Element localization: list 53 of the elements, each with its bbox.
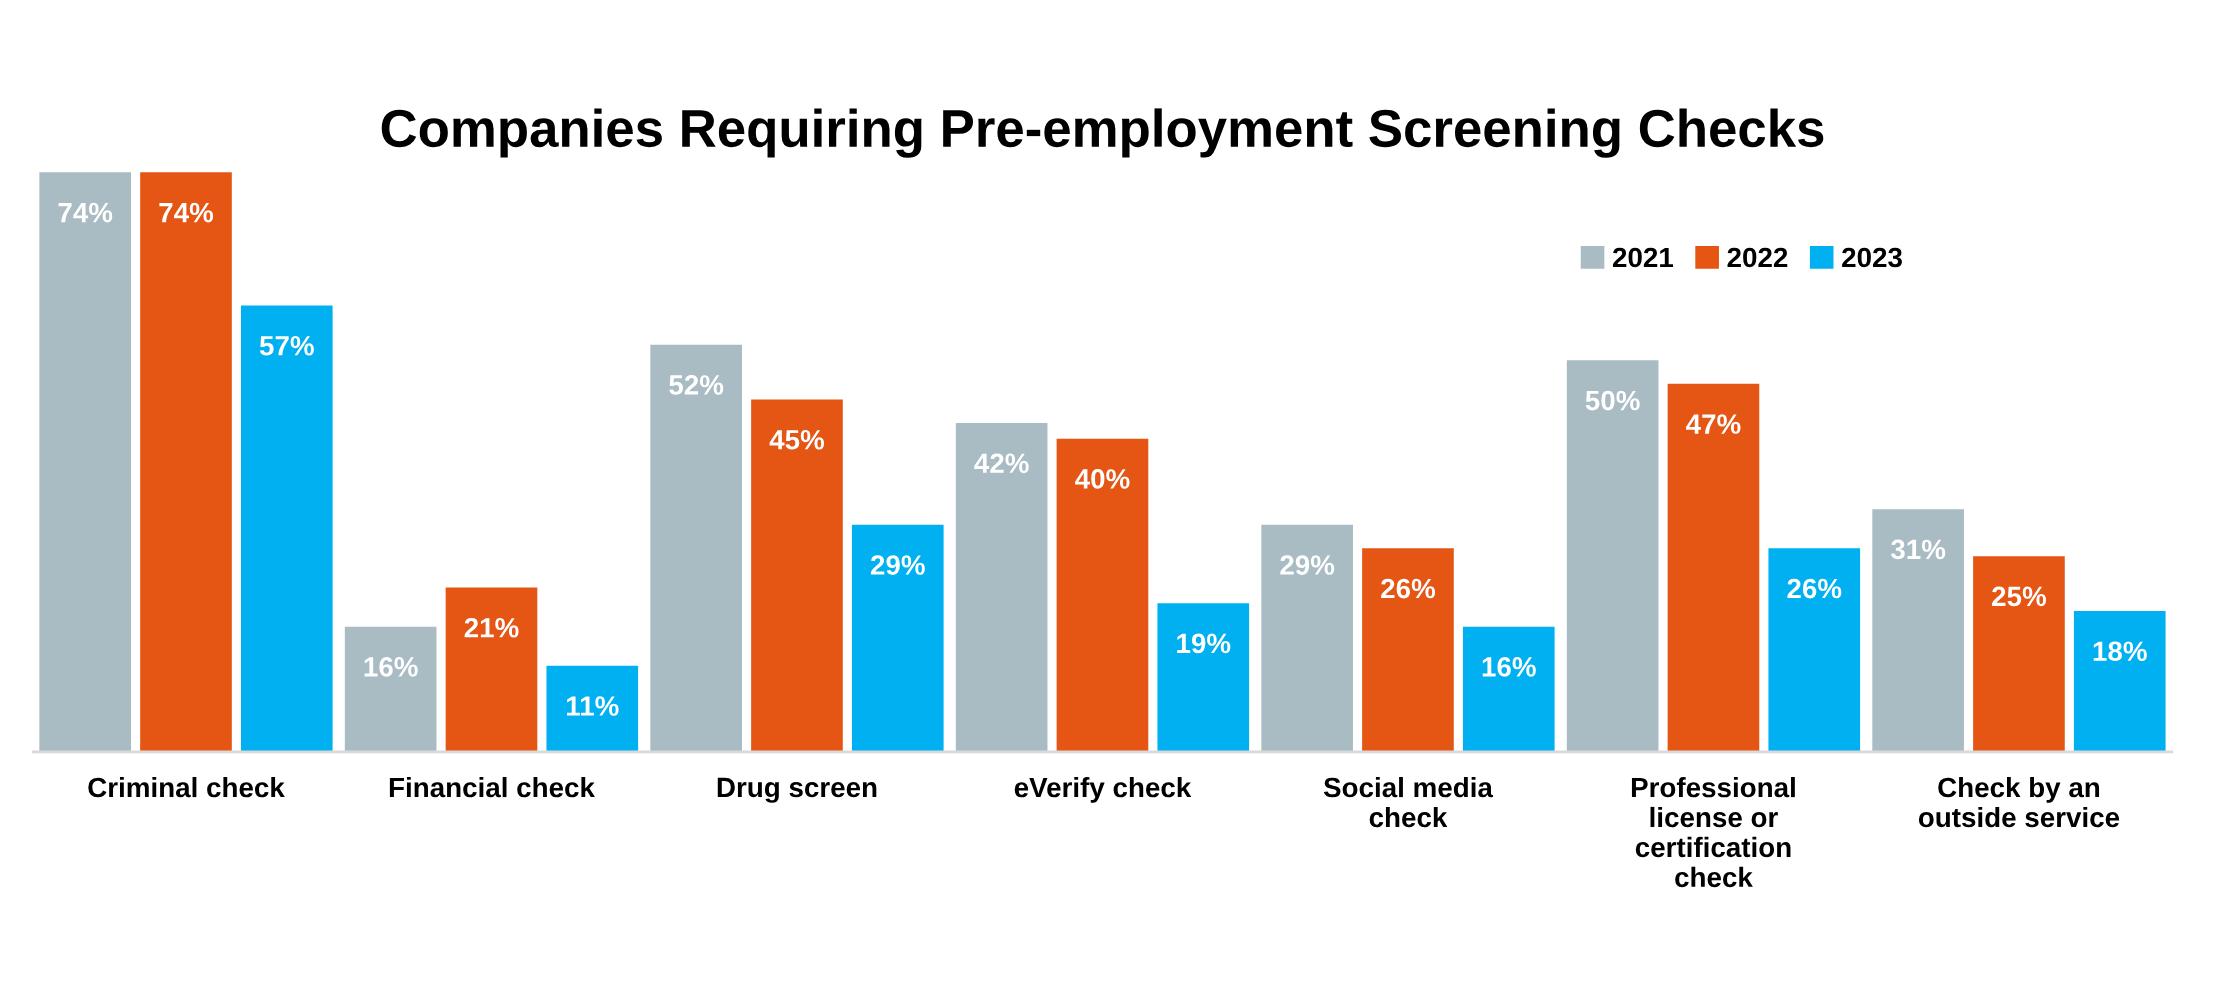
data-label: 16%	[1482, 657, 1536, 677]
data-label: 52%	[669, 375, 724, 395]
bar	[344, 626, 437, 752]
x-tick-label: Financial check	[389, 776, 595, 798]
x-tick-label: Check by an outside service	[1918, 776, 2120, 828]
x-tick-label: Professional license or certification check	[1631, 776, 1795, 888]
bar	[445, 587, 538, 752]
bar	[1768, 548, 1861, 752]
data-label: 57%	[259, 335, 314, 356]
bar	[240, 305, 333, 752]
data-label: 74%	[58, 202, 113, 223]
bar	[1566, 360, 1659, 752]
data-label: 29%	[1280, 555, 1335, 575]
legend-label: 2021	[1612, 247, 1674, 268]
x-tick-label: Drug screen	[717, 777, 877, 803]
data-label: 50%	[1585, 390, 1640, 411]
data-label: 47%	[1686, 414, 1741, 434]
chart-title: Companies Requiring Pre-employment Screening Checks	[381, 108, 1824, 158]
data-label: 21%	[464, 617, 519, 638]
bar	[1362, 548, 1454, 752]
data-label: 11%	[567, 696, 619, 716]
x-tick-label: eVerify check	[1014, 776, 1192, 803]
data-label: 18%	[2093, 641, 2147, 662]
data-label: 45%	[769, 429, 825, 450]
data-label: 42%	[974, 453, 1029, 474]
data-label: 26%	[1787, 578, 1842, 599]
data-label: 74%	[159, 202, 214, 223]
bar	[1667, 383, 1760, 752]
bar	[851, 524, 944, 752]
data-label: 25%	[1992, 586, 2046, 607]
data-label: 40%	[1075, 469, 1130, 489]
bar	[2073, 610, 2166, 752]
data-label: 31%	[1890, 539, 1946, 560]
bar	[1973, 556, 2065, 752]
x-tick-label: Criminal check	[88, 776, 285, 798]
bar	[955, 423, 1048, 752]
bar	[1157, 603, 1250, 752]
bar	[751, 399, 843, 752]
bar	[1056, 438, 1149, 752]
data-label: 26%	[1381, 578, 1436, 599]
bar	[546, 665, 639, 752]
legend-label: 2022	[1727, 247, 1788, 268]
bar	[1462, 626, 1555, 752]
data-label: 19%	[1177, 633, 1231, 654]
data-label: 29%	[870, 555, 925, 575]
bar	[1872, 509, 1964, 752]
bar	[140, 172, 232, 752]
bar	[39, 172, 131, 752]
bar	[1261, 524, 1353, 752]
x-tick-label: Social media check	[1323, 776, 1494, 828]
legend-label: 2023	[1842, 247, 1902, 268]
data-label: 16%	[364, 657, 418, 677]
bar	[650, 344, 742, 752]
